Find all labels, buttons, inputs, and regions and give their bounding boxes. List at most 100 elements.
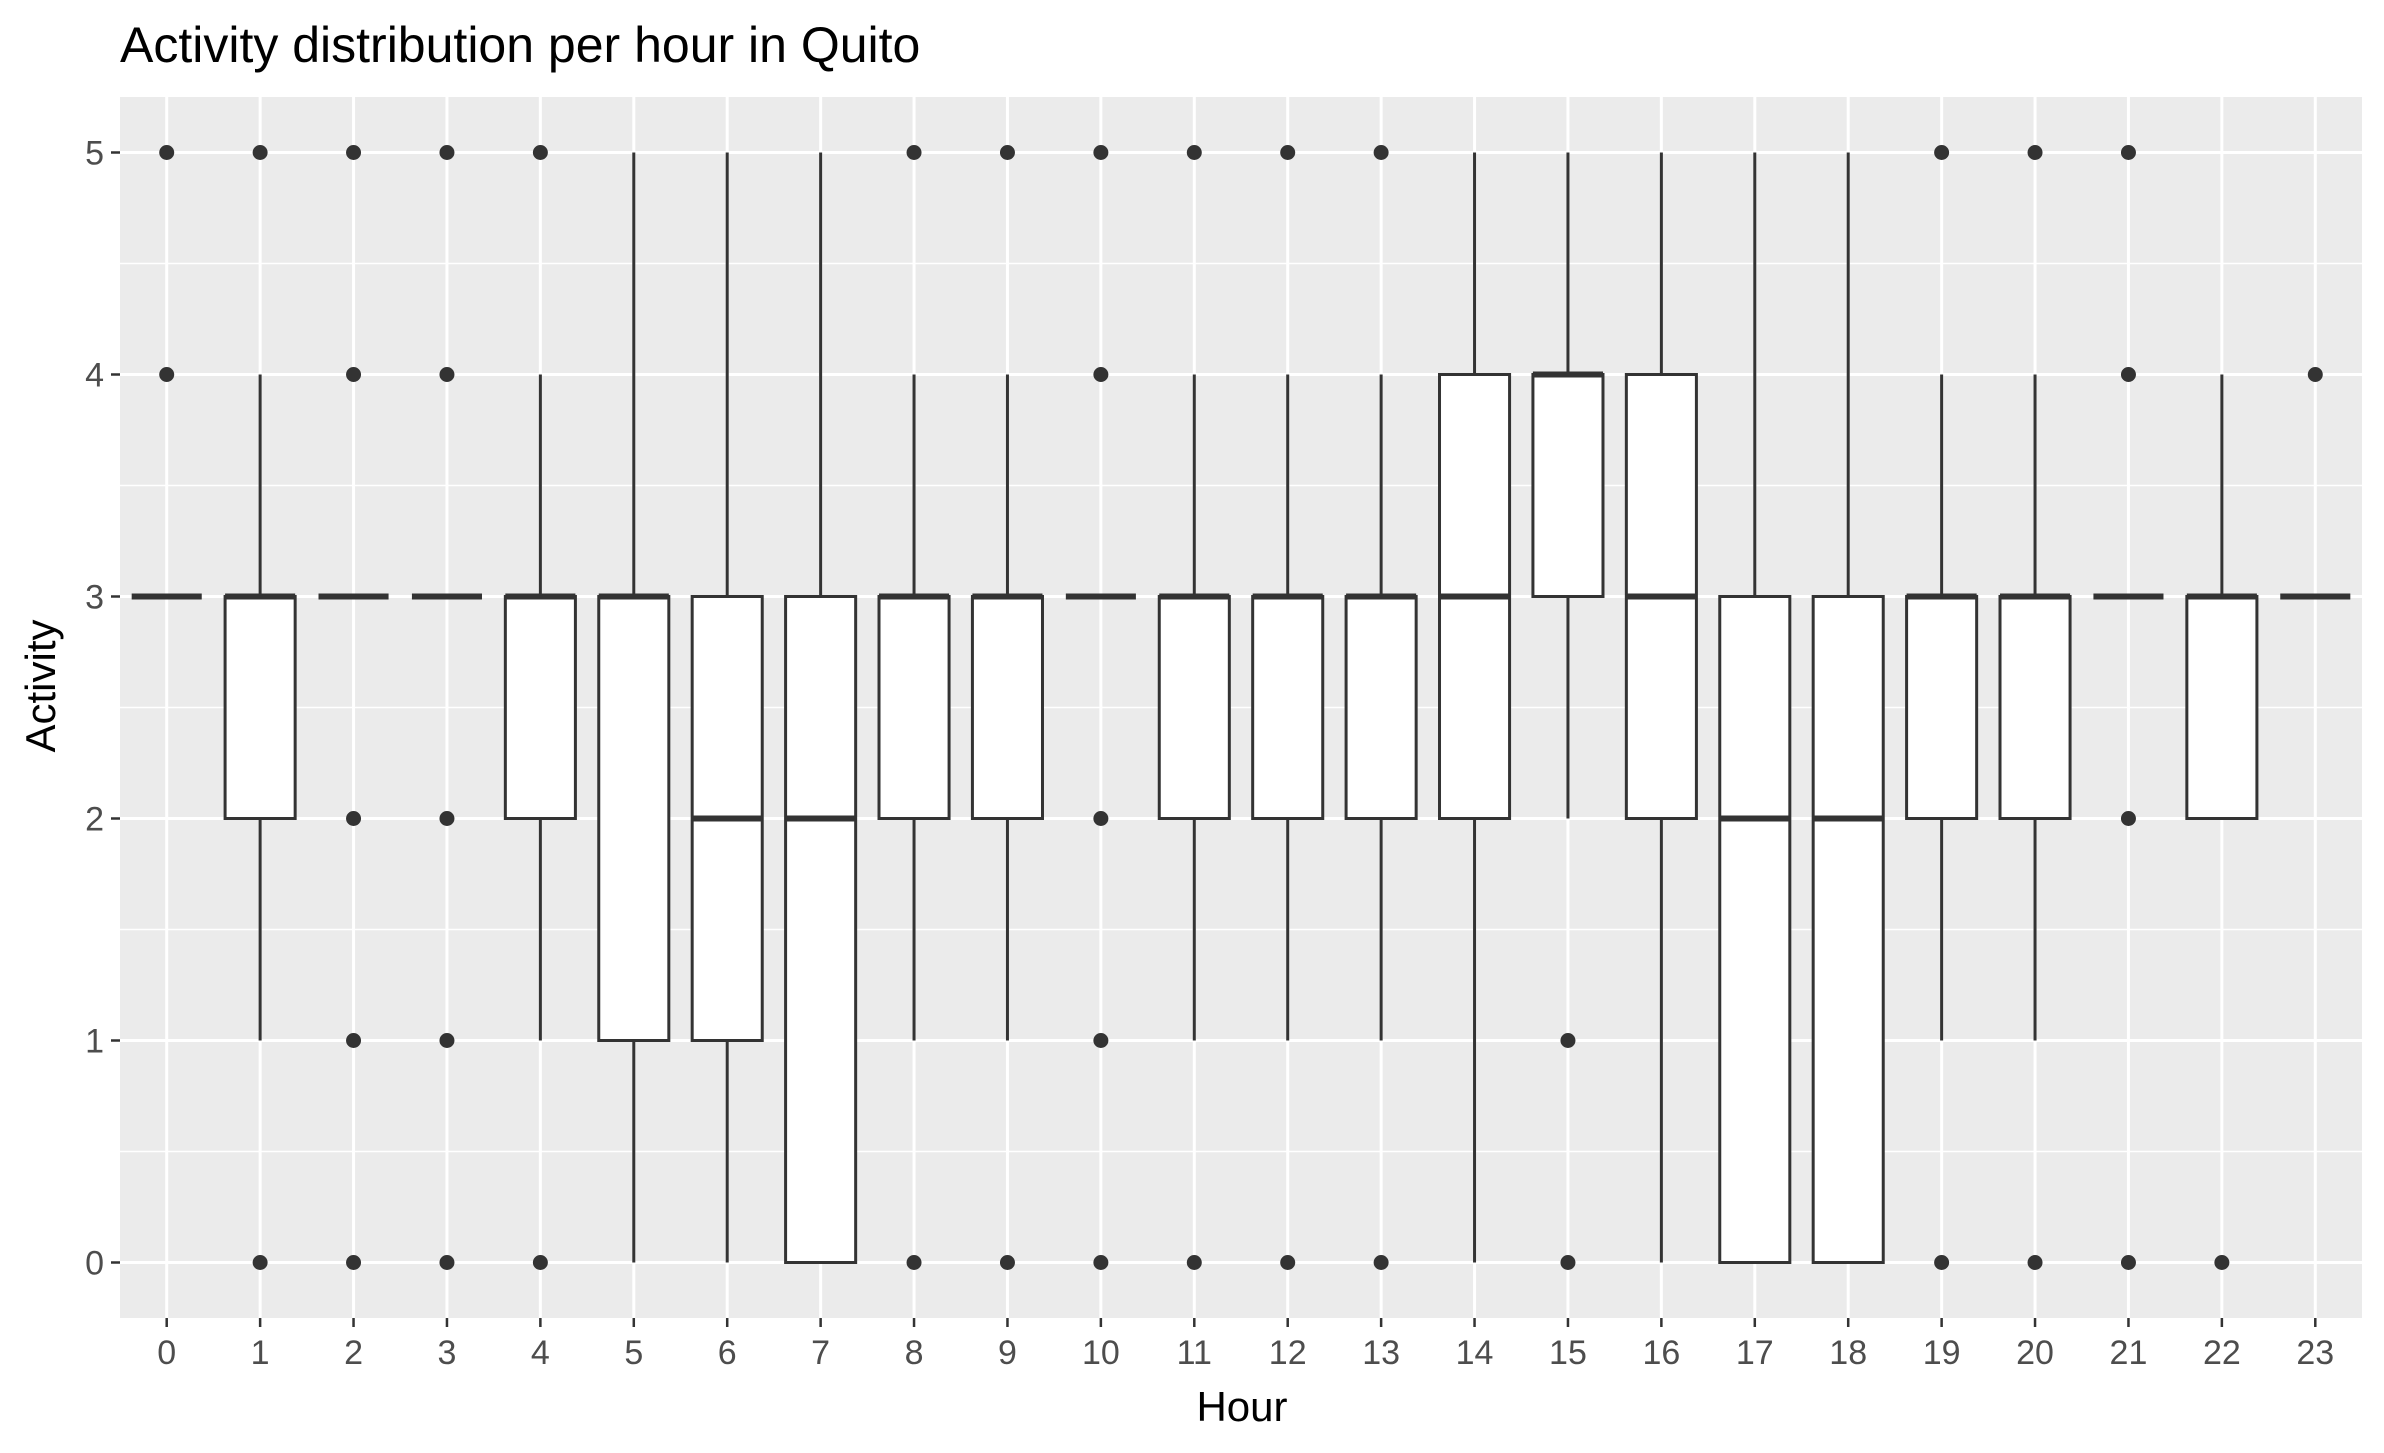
outlier-point	[346, 367, 362, 382]
y-axis: 0 1 2 3 4 5	[85, 135, 120, 1283]
box-hour-4	[503, 145, 577, 1270]
box-iqr	[597, 595, 671, 1042]
outlier-point	[2120, 1255, 2136, 1270]
y-tick-label: 5	[85, 135, 104, 173]
x-tick-label: 0	[157, 1334, 176, 1372]
x-tick-label: 12	[1269, 1334, 1307, 1372]
y-tick-label: 4	[85, 357, 104, 395]
outlier-point	[1093, 367, 1109, 382]
box-iqr	[877, 595, 951, 820]
x-tick-label: 13	[1362, 1334, 1400, 1372]
chart-title: Activity distribution per hour in Quito	[120, 17, 920, 73]
box-hour-17	[1718, 152, 1792, 1264]
box-hour-1	[223, 145, 297, 1270]
box-hour-8	[877, 145, 951, 1270]
outlier-point	[1934, 145, 1950, 160]
outlier-point	[252, 1255, 268, 1270]
box-iqr	[970, 595, 1044, 820]
y-axis-title: Activity	[17, 619, 64, 752]
x-tick-label: 5	[624, 1334, 643, 1372]
box-iqr	[784, 595, 858, 1264]
box-hour-5	[597, 152, 671, 1263]
box-iqr	[1251, 595, 1325, 820]
outlier-point	[2027, 145, 2043, 160]
box-hour-11	[1157, 145, 1231, 1270]
y-tick-label: 2	[85, 801, 104, 839]
box-iqr	[223, 595, 297, 820]
x-tick-label: 17	[1736, 1334, 1774, 1372]
box-iqr	[1157, 595, 1231, 820]
box-hour-14	[1438, 152, 1512, 1263]
box-iqr	[1905, 595, 1979, 820]
box-iqr	[1344, 595, 1418, 820]
x-tick-label: 1	[251, 1334, 270, 1372]
box-hour-6	[690, 152, 764, 1263]
outlier-point	[1093, 145, 1109, 160]
outlier-point	[252, 145, 268, 160]
outlier-point	[532, 145, 548, 160]
box-iqr	[2185, 595, 2259, 820]
y-tick-label: 3	[85, 579, 104, 617]
x-tick-label: 6	[718, 1334, 737, 1372]
x-tick-label: 2	[344, 1334, 363, 1372]
outlier-point	[1373, 145, 1389, 160]
box-hour-12	[1251, 145, 1325, 1270]
y-tick-label: 0	[85, 1245, 104, 1283]
box-hour-2	[318, 145, 389, 1270]
outlier-point	[1560, 1033, 1576, 1048]
x-tick-label: 14	[1456, 1334, 1494, 1372]
box-hour-13	[1344, 145, 1418, 1270]
x-tick-label: 23	[2296, 1334, 2334, 1372]
x-tick-label: 15	[1549, 1334, 1587, 1372]
box-hour-3	[411, 145, 482, 1270]
outlier-point	[999, 145, 1015, 160]
box-hour-20	[1998, 145, 2072, 1270]
x-tick-label: 16	[1642, 1334, 1680, 1372]
box-hour-23	[2280, 367, 2351, 600]
outlier-point	[906, 145, 922, 160]
outlier-point	[2214, 1255, 2230, 1270]
grid-minor	[120, 262, 2362, 1153]
outlier-point	[1186, 1255, 1202, 1270]
x-tick-label: 19	[1923, 1334, 1961, 1372]
box-hour-21	[2093, 145, 2164, 1270]
outlier-point	[1934, 1255, 1950, 1270]
box-iqr	[1998, 595, 2072, 820]
x-tick-label: 21	[2110, 1334, 2148, 1372]
x-axis-title: Hour	[1196, 1383, 1287, 1430]
outlier-point	[1186, 145, 1202, 160]
outlier-point	[1280, 145, 1296, 160]
box-hour-9	[970, 145, 1044, 1270]
box-hour-0	[131, 145, 202, 600]
outlier-point	[2120, 367, 2136, 382]
outlier-point	[906, 1255, 922, 1270]
outlier-point	[346, 1033, 362, 1048]
box-hour-15	[1531, 152, 1605, 1270]
x-tick-label: 9	[998, 1334, 1017, 1372]
outlier-point	[439, 1033, 455, 1048]
outlier-point	[999, 1255, 1015, 1270]
outlier-point	[439, 145, 455, 160]
box-hour-22	[2185, 374, 2259, 1270]
outlier-point	[439, 367, 455, 382]
outlier-point	[346, 145, 362, 160]
box-hour-10	[1065, 145, 1136, 1270]
x-tick-label: 18	[1829, 1334, 1867, 1372]
outlier-point	[439, 811, 455, 826]
x-tick-label: 11	[1177, 1334, 1212, 1372]
outlier-point	[2120, 145, 2136, 160]
outlier-point	[1280, 1255, 1296, 1270]
outlier-point	[346, 1255, 362, 1270]
boxes	[131, 145, 2351, 1270]
box-iqr	[503, 595, 577, 820]
outlier-point	[2307, 367, 2323, 382]
outlier-point	[1093, 1255, 1109, 1270]
outlier-point	[1093, 811, 1109, 826]
x-tick-label: 8	[905, 1334, 924, 1372]
box-hour-7	[784, 152, 858, 1264]
outlier-point	[1093, 1033, 1109, 1048]
x-tick-label: 3	[437, 1334, 456, 1372]
x-tick-label: 10	[1082, 1334, 1120, 1372]
outlier-point	[532, 1255, 548, 1270]
outlier-point	[1373, 1255, 1389, 1270]
